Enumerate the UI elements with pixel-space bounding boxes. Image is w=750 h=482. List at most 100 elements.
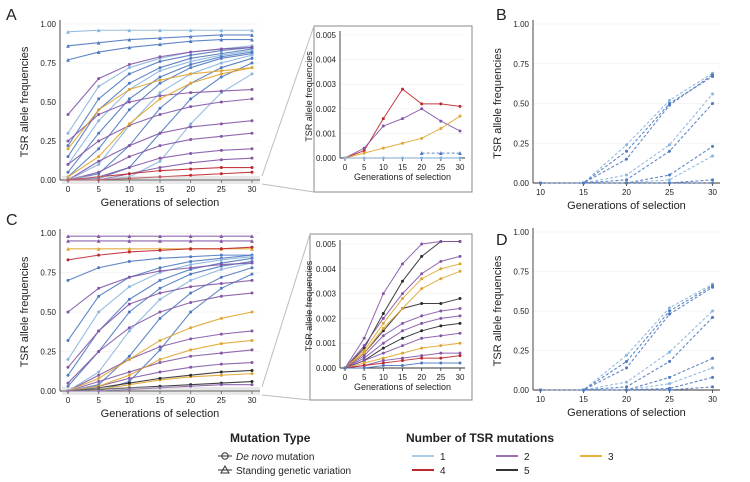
c-point bbox=[158, 286, 162, 290]
a-point bbox=[250, 28, 254, 33]
a-point bbox=[250, 56, 254, 60]
a-point bbox=[219, 158, 223, 162]
c-point bbox=[66, 310, 70, 314]
a-inset-point bbox=[381, 146, 385, 150]
c-point bbox=[250, 338, 254, 342]
c-point bbox=[219, 234, 224, 239]
c-inset-point bbox=[439, 361, 443, 365]
a-zoom-region bbox=[62, 176, 260, 184]
c-x-axis-label: Generations of selection bbox=[101, 408, 220, 420]
c-point bbox=[158, 386, 162, 390]
a-x-axis-label: Generations of selection bbox=[101, 197, 220, 209]
d-point bbox=[668, 309, 672, 313]
a-point bbox=[66, 29, 70, 34]
c-point bbox=[127, 387, 131, 391]
zoom-connector-c-top bbox=[261, 233, 311, 388]
panel-label-b: B bbox=[496, 7, 507, 24]
c-point bbox=[219, 286, 223, 290]
a-point bbox=[158, 55, 162, 59]
c-point bbox=[189, 384, 193, 388]
c-point bbox=[189, 255, 193, 259]
a-point bbox=[66, 131, 70, 135]
a-x-tick-label: 15 bbox=[156, 185, 165, 194]
a-point bbox=[66, 147, 70, 151]
c-inset-x-axis-label: Generations of selection bbox=[354, 382, 451, 392]
a-point bbox=[66, 57, 70, 62]
c-inset-point bbox=[381, 346, 385, 350]
a-point bbox=[250, 88, 254, 92]
b-point bbox=[668, 181, 672, 185]
c-point bbox=[97, 266, 101, 270]
c-point bbox=[250, 291, 254, 295]
c-point bbox=[250, 239, 254, 243]
legend-number-1-label: 1 bbox=[440, 452, 446, 463]
legend-de-novo-italic: De novo bbox=[236, 452, 274, 463]
c-point bbox=[250, 310, 254, 314]
c-point bbox=[158, 361, 162, 365]
a-inset-point bbox=[401, 156, 404, 160]
legend-number-1: 1 bbox=[412, 452, 446, 463]
c-inset-point bbox=[439, 356, 443, 360]
legend-number-3: 3 bbox=[580, 452, 614, 463]
a-point bbox=[219, 134, 223, 138]
a-point bbox=[250, 166, 254, 170]
c-point bbox=[66, 278, 70, 282]
c-y-tick-label: 0.75 bbox=[40, 269, 56, 278]
b-y-tick-label: 0.50 bbox=[513, 100, 529, 109]
c-inset-point bbox=[420, 314, 424, 318]
c-y-tick-label: 0.50 bbox=[40, 308, 56, 317]
c-inset-point bbox=[401, 364, 404, 368]
a-point bbox=[127, 72, 131, 76]
d-y-tick-label: 0.75 bbox=[513, 268, 529, 277]
a-point bbox=[189, 72, 193, 76]
a-inset-x-tick-label: 10 bbox=[379, 163, 388, 172]
a-point bbox=[250, 72, 254, 76]
a-point bbox=[250, 156, 254, 160]
b-point bbox=[668, 103, 672, 107]
c-point bbox=[97, 373, 101, 377]
a-point bbox=[158, 28, 162, 33]
c-point bbox=[158, 278, 162, 282]
c-point bbox=[127, 310, 131, 314]
b-x-tick-label: 15 bbox=[579, 188, 588, 197]
c-point bbox=[158, 316, 162, 320]
a-point bbox=[158, 144, 162, 148]
c-inset-x-tick-label: 10 bbox=[379, 373, 388, 382]
c-inset-point bbox=[401, 306, 404, 310]
c-inset-point bbox=[381, 292, 385, 296]
c-point bbox=[66, 234, 70, 239]
c-inset-point bbox=[420, 321, 424, 325]
c-inset-point bbox=[458, 351, 462, 355]
a-point bbox=[219, 89, 223, 93]
c-point bbox=[66, 365, 70, 369]
d-point bbox=[625, 353, 628, 357]
legend-de-novo-label: De novo mutation bbox=[236, 452, 314, 463]
legend-de-novo-marker bbox=[221, 452, 229, 460]
a-point bbox=[158, 156, 162, 160]
c-inset-point bbox=[439, 351, 443, 355]
c-inset-point bbox=[439, 344, 443, 348]
a-point bbox=[127, 172, 131, 176]
chart-panel-a: 0.00 0.25 0.50 0.75 1.00 0 5 10 15 20 25 30 Generati… bbox=[19, 20, 260, 209]
a-x-tick-label: 30 bbox=[248, 185, 257, 194]
c-point bbox=[219, 351, 223, 355]
a-point bbox=[250, 61, 254, 65]
a-point bbox=[158, 106, 162, 110]
c-inset-point bbox=[401, 356, 404, 360]
c-point bbox=[66, 389, 70, 393]
a-inset-point bbox=[362, 156, 366, 160]
c-point bbox=[219, 370, 223, 374]
legend-number-5: 5 bbox=[496, 466, 530, 477]
a-point bbox=[219, 166, 223, 170]
zoom-connector-a-top bbox=[261, 25, 315, 177]
c-point bbox=[158, 297, 162, 301]
c-point bbox=[219, 247, 223, 251]
c-inset-point bbox=[458, 314, 462, 318]
a-point bbox=[127, 97, 131, 101]
c-point bbox=[158, 357, 162, 361]
c-inset-point bbox=[439, 267, 443, 271]
a-inset-x-tick-label: 0 bbox=[343, 163, 348, 172]
a-inset-point bbox=[438, 151, 443, 155]
a-inset-point bbox=[381, 117, 385, 121]
legend-number-title: Number of TSR mutations bbox=[406, 431, 554, 445]
